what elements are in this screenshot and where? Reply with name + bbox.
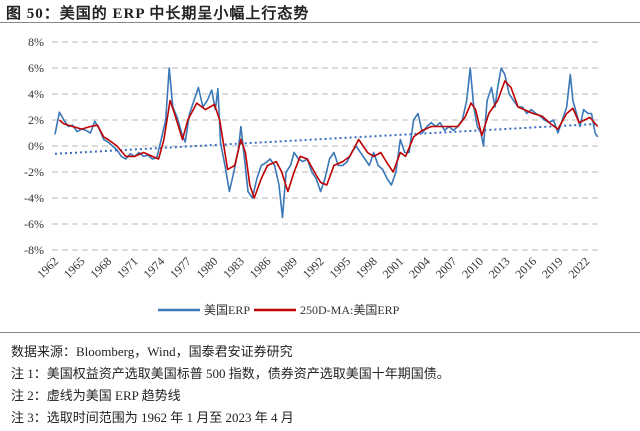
series-line-250d-ma <box>58 80 599 199</box>
y-tick-label: -2% <box>24 165 44 179</box>
notes-divider <box>0 332 640 333</box>
x-tick-label: 1980 <box>194 254 221 281</box>
y-tick-label: 8% <box>28 35 44 49</box>
y-tick-label: 0% <box>28 139 44 153</box>
note-1: 注 1：美国权益资产选取美国标普 500 指数，债券资产选取美国十年期国债。 <box>11 366 450 381</box>
x-tick-label: 1968 <box>87 254 114 281</box>
x-tick-label: 2001 <box>380 254 407 281</box>
legend-label-250d-ma: 250D-MA:美国ERP <box>300 303 400 317</box>
x-tick-label: 1977 <box>167 254 194 281</box>
x-tick-label: 2004 <box>406 254 433 281</box>
figure-title: 图 50：美国的 ERP 中长期呈小幅上行态势 <box>6 6 310 22</box>
y-tick-label: -4% <box>24 191 44 205</box>
y-tick-label: 4% <box>28 87 44 101</box>
x-tick-label: 1962 <box>34 254 61 281</box>
x-tick-label: 1965 <box>61 254 88 281</box>
note-2: 注 2：虚线为美国 ERP 趋势线 <box>11 388 181 403</box>
title-divider <box>0 22 640 23</box>
x-tick-label: 2013 <box>486 254 513 281</box>
series-line-us-erp <box>54 67 599 219</box>
legend: 美国ERP 250D-MA:美国ERP <box>158 303 400 317</box>
x-tick-label: 1992 <box>300 254 327 281</box>
y-tick-label: 2% <box>28 113 44 127</box>
x-tick-label: 1989 <box>273 254 300 281</box>
x-tick-label: 2022 <box>565 254 592 281</box>
y-tick-label: -6% <box>24 217 44 231</box>
x-tick-label: 2010 <box>459 254 486 281</box>
x-tick-label: 1974 <box>140 254 167 281</box>
legend-label-us-erp: 美国ERP <box>204 303 250 317</box>
x-tick-label: 1998 <box>353 254 380 281</box>
x-tick-label: 1986 <box>247 254 274 281</box>
y-tick-label: -8% <box>24 243 44 257</box>
x-tick-label: 1995 <box>326 254 353 281</box>
trendline <box>54 122 599 155</box>
x-tick-label: 1971 <box>114 254 141 281</box>
y-tick-label: 6% <box>28 61 44 75</box>
x-tick-label: 1983 <box>220 254 247 281</box>
note-3: 注 3：选取时间范围为 1962 年 1 月至 2023 年 4 月 <box>11 410 294 425</box>
x-tick-label: 2007 <box>433 254 460 281</box>
x-tick-label: 2019 <box>539 254 566 281</box>
source-note: 数据来源：Bloomberg，Wind，国泰君安证券研究 <box>11 344 293 359</box>
x-tick-label: 2016 <box>512 254 539 281</box>
